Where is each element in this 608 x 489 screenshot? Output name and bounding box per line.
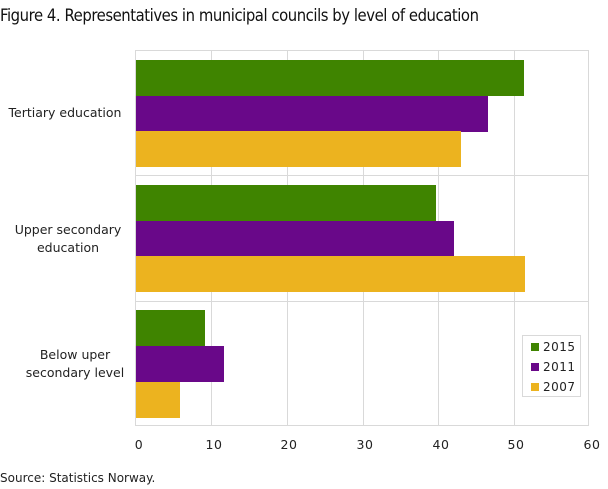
x-tick-20: 20 <box>280 437 298 452</box>
bar-upper-secondary-2011 <box>136 221 454 257</box>
bar-below-upper-2011 <box>136 346 224 382</box>
bar-tertiary-2007 <box>136 131 461 167</box>
x-tick-50: 50 <box>507 437 525 452</box>
legend-item-2007[interactable]: 2007 <box>531 380 576 394</box>
category-label-line: Tertiary education <box>8 105 122 120</box>
category-label-line: education <box>36 240 100 255</box>
plot-area <box>135 50 589 426</box>
legend-item-2015[interactable]: 2015 <box>531 340 576 354</box>
legend-label: 2007 <box>543 380 576 394</box>
category-label-line: Upper secondary <box>14 222 122 237</box>
x-tick-0: 0 <box>134 437 144 452</box>
legend-swatch-icon <box>531 363 539 371</box>
bar-upper-secondary-2015 <box>136 185 436 221</box>
category-label-tertiary: Tertiary education <box>0 104 130 122</box>
x-tick-30: 30 <box>356 437 374 452</box>
bar-tertiary-2015 <box>136 60 525 96</box>
x-tick-40: 40 <box>432 437 450 452</box>
x-tick-10: 10 <box>205 437 223 452</box>
bar-tertiary-2011 <box>136 96 488 132</box>
legend-item-2011[interactable]: 2011 <box>531 360 576 374</box>
legend-swatch-icon <box>531 343 539 351</box>
bar-below-upper-2015 <box>136 310 205 346</box>
legend-label: 2015 <box>543 340 576 354</box>
category-label-below-upper: Below uper secondary level <box>10 346 140 382</box>
legend: 2015 2011 2007 <box>522 335 581 397</box>
category-separator <box>136 175 588 176</box>
source-note: Source: Statistics Norway. <box>0 471 156 485</box>
legend-label: 2011 <box>543 360 576 374</box>
category-label-upper-secondary: Upper secondary education <box>3 221 133 257</box>
category-label-line: secondary level <box>25 365 125 380</box>
bar-below-upper-2007 <box>136 382 180 418</box>
bar-upper-secondary-2007 <box>136 256 525 292</box>
chart-title: Figure 4. Representatives in municipal c… <box>0 6 479 25</box>
category-label-line: Below uper <box>39 347 111 362</box>
category-separator <box>136 301 588 302</box>
legend-swatch-icon <box>531 383 539 391</box>
x-tick-60: 60 <box>583 437 601 452</box>
gridline-50 <box>514 51 515 425</box>
